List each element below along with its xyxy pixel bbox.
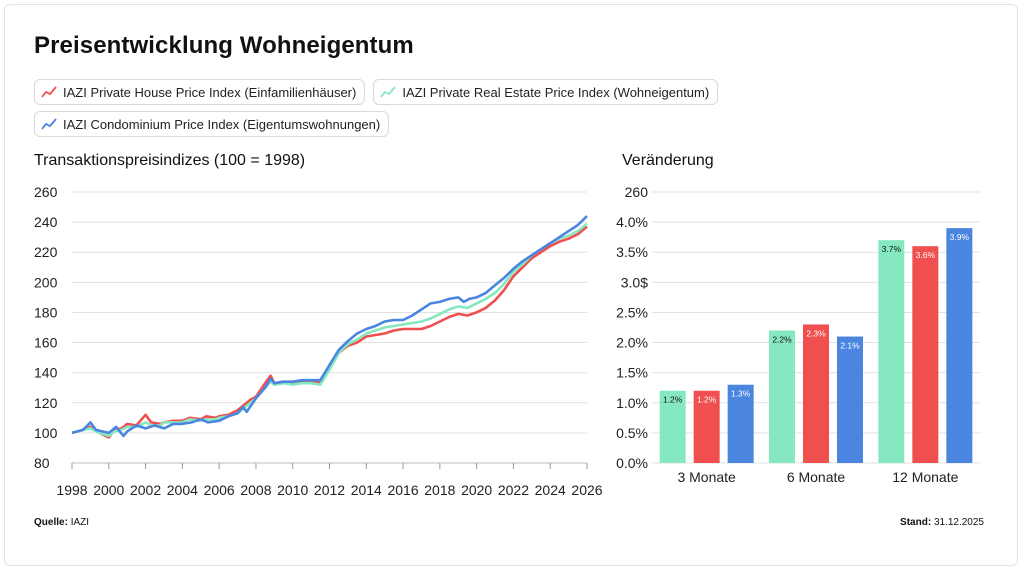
line-chart-icon: [41, 118, 57, 130]
legend-label: IAZI Private House Price Index (Einfamil…: [63, 84, 357, 100]
line-chart-title: Transaktionspreisindizes (100 = 1998): [34, 152, 306, 169]
source-note: Quelle: IAZI: [34, 517, 89, 528]
date-note: Stand: 31.12.2025: [900, 517, 984, 528]
legend-item-condominium[interactable]: IAZI Condominium Price Index (Eigentumsw…: [34, 111, 390, 137]
legend-item-house[interactable]: IAZI Private House Price Index (Einfamil…: [34, 79, 366, 105]
legend: IAZI Private House Price Index (Einfamil…: [34, 79, 794, 143]
page-title: Preisentwicklung Wohneigentum: [34, 32, 414, 59]
line-chart-icon: [380, 86, 397, 98]
bar-chart-title: Veränderung: [622, 152, 714, 169]
legend-label: IAZI Condominium Price Index (Eigentumsw…: [63, 116, 381, 132]
source-value: IAZI: [70, 517, 90, 528]
legend-item-real-estate[interactable]: IAZI Private Real Estate Price Index (Wo…: [373, 79, 719, 105]
legend-row: IAZI Private House Price Index (Einfamil…: [34, 79, 794, 105]
card-frame: [4, 4, 1018, 566]
line-chart-icon: [41, 86, 57, 98]
date-label: Stand:: [900, 517, 932, 528]
date-value: 31.12.2025: [933, 517, 984, 528]
legend-label: IAZI Private Real Estate Price Index (Wo…: [402, 84, 710, 100]
legend-row: IAZI Condominium Price Index (Eigentumsw…: [34, 111, 794, 137]
source-label: Quelle:: [34, 517, 68, 528]
